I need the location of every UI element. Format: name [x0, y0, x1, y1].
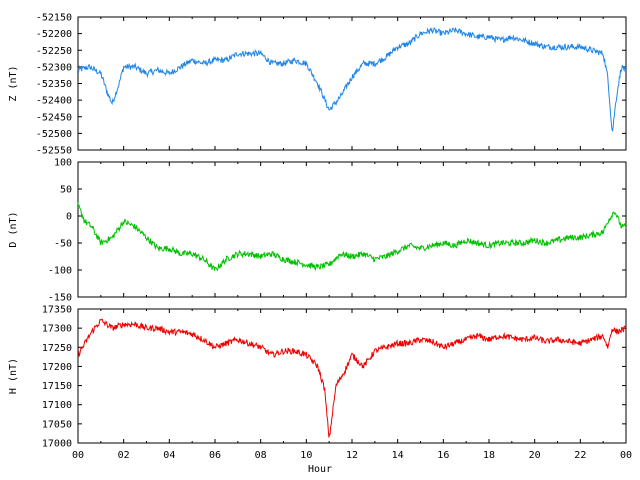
z-series-line	[77, 26, 627, 132]
z-panel-frame	[77, 16, 627, 151]
d-panel-frame	[77, 161, 627, 298]
z-y-axis-label: Z (nT)	[8, 65, 19, 101]
h-y-tick-label: 17100	[42, 400, 72, 411]
z-y-tick-label: -52250	[36, 46, 72, 57]
h-y-tick-label: 17250	[42, 343, 72, 354]
z-y-tick-label: -52150	[36, 13, 72, 24]
d-y-tick-label: -150	[48, 293, 72, 304]
z-y-tick-label: -52450	[36, 112, 72, 123]
x-axis-label: Hour	[308, 464, 332, 475]
x-tick-label: 00	[72, 450, 84, 461]
z-y-tick-label: -52350	[36, 79, 72, 90]
d-y-tick-label: 0	[66, 212, 72, 223]
x-tick-label: 12	[346, 450, 358, 461]
h-panel: 17350 17300 17250 17200 17150 17100 17050 17000…	[8, 305, 627, 450]
h-y-tick-label: 17000	[42, 439, 72, 450]
x-tick-label: 10	[300, 450, 312, 461]
z-y-tick-label: -52300	[36, 62, 72, 73]
d-y-tick-label: 100	[54, 158, 72, 169]
x-axis: 00 02 04 06 08 10 12 14 16 18 20 22 00	[72, 450, 632, 461]
d-series-line	[77, 202, 627, 272]
h-series-line	[77, 318, 627, 438]
x-tick-label: 20	[529, 450, 541, 461]
x-tick-label: 18	[483, 450, 495, 461]
x-tick-label: 14	[392, 450, 404, 461]
x-tick-label: 00	[620, 450, 632, 461]
h-y-tick-label: 17050	[42, 419, 72, 430]
x-tick-label: 06	[209, 450, 221, 461]
z-y-tick-label: -52550	[36, 146, 72, 157]
h-y-tick-label: 17150	[42, 381, 72, 392]
d-y-tick-label: -50	[54, 239, 72, 250]
z-y-tick-label: -52500	[36, 129, 72, 140]
d-panel: 100 50 0 -50 -100 -150 D (nT)	[8, 158, 627, 304]
h-y-tick-label: 17300	[42, 324, 72, 335]
z-y-tick-label: -52200	[36, 29, 72, 40]
x-tick-label: 16	[437, 450, 449, 461]
d-y-axis-label: D (nT)	[8, 211, 19, 247]
x-tick-label: 02	[118, 450, 130, 461]
z-y-tick-label: -52400	[36, 96, 72, 107]
h-y-tick-label: 17350	[42, 305, 72, 316]
z-panel: -52150 -52200 -52250 -52300 -52350 -52400 -524…	[8, 13, 627, 157]
h-y-axis-label: H (nT)	[8, 358, 19, 394]
x-tick-label: 22	[574, 450, 586, 461]
h-y-tick-label: 17200	[42, 362, 72, 373]
x-tick-label: 04	[163, 450, 175, 461]
d-y-tick-label: -100	[48, 266, 72, 277]
x-tick-label: 08	[255, 450, 267, 461]
d-y-tick-label: 50	[60, 185, 72, 196]
